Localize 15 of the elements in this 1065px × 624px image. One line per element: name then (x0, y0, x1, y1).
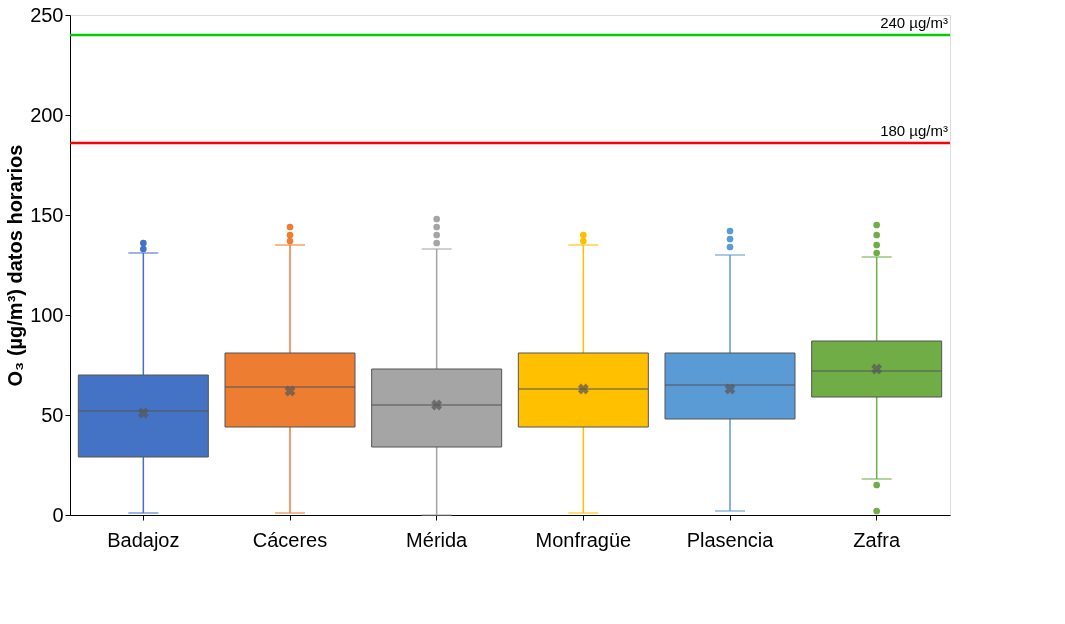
y-tick-label: 50 (41, 403, 64, 426)
y-tick-label: 150 (30, 203, 64, 226)
ref-line-label: 180 µg/m³ (880, 122, 948, 139)
y-tick-label: 100 (30, 303, 64, 326)
y-tick-label: 0 (52, 503, 64, 526)
x-tick-label: Monfragüe (535, 528, 632, 551)
x-tick-label: Zafra (853, 528, 901, 551)
x-tick-label: Cáceres (252, 528, 328, 551)
y-tick-label: 200 (30, 103, 64, 126)
x-tick-label: Plasencia (686, 528, 775, 551)
x-tick-label: Badajoz (107, 528, 180, 551)
x-tick-label: Mérida (406, 528, 469, 551)
ref-line-label: 240 µg/m³ (880, 14, 948, 31)
y-axis-title: O₃ (µg/m³) datos horarios (4, 144, 27, 387)
y-tick-label: 250 (30, 3, 64, 26)
